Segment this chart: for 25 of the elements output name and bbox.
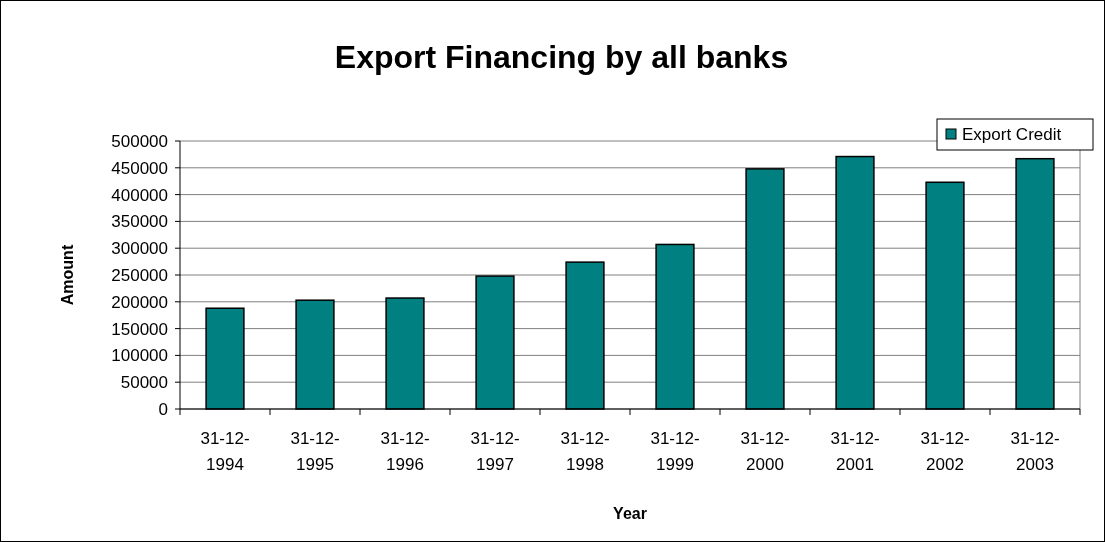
y-tick-label: 500000: [111, 131, 168, 151]
y-tick-label: 250000: [111, 265, 168, 285]
y-tick-label: 450000: [111, 158, 168, 178]
y-tick-label: 100000: [111, 346, 168, 366]
y-tick-label: 400000: [111, 185, 168, 205]
y-tick-label: 300000: [111, 239, 168, 259]
legend-label: Export Credit: [962, 124, 1062, 144]
x-tick-label: 31-12-2002: [920, 429, 970, 474]
x-tick-label: 31-12-1998: [560, 429, 610, 474]
x-tick-label: 31-12-1995: [290, 429, 340, 474]
y-tick-label: 200000: [111, 292, 168, 312]
y-tick-label: 0: [158, 399, 168, 419]
x-tick-label: 31-12-2003: [1010, 429, 1060, 474]
x-tick-label: 31-12-1996: [380, 429, 430, 474]
y-axis-title: Amount: [59, 244, 76, 306]
y-tick-label: 150000: [111, 319, 168, 339]
x-tick-label: 31-12-2001: [830, 429, 880, 474]
x-axis-title: Year: [613, 505, 647, 522]
x-tick-label: 31-12-1999: [650, 429, 700, 474]
chart-title: Export Financing by all banks: [334, 39, 789, 75]
x-tick-label: 31-12-2000: [740, 429, 790, 474]
x-tick-label: 31-12-1997: [470, 429, 520, 474]
x-tick-label: 31-12-1994: [200, 429, 250, 474]
y-tick-label: 350000: [111, 212, 168, 232]
y-tick-label: 50000: [120, 373, 168, 393]
